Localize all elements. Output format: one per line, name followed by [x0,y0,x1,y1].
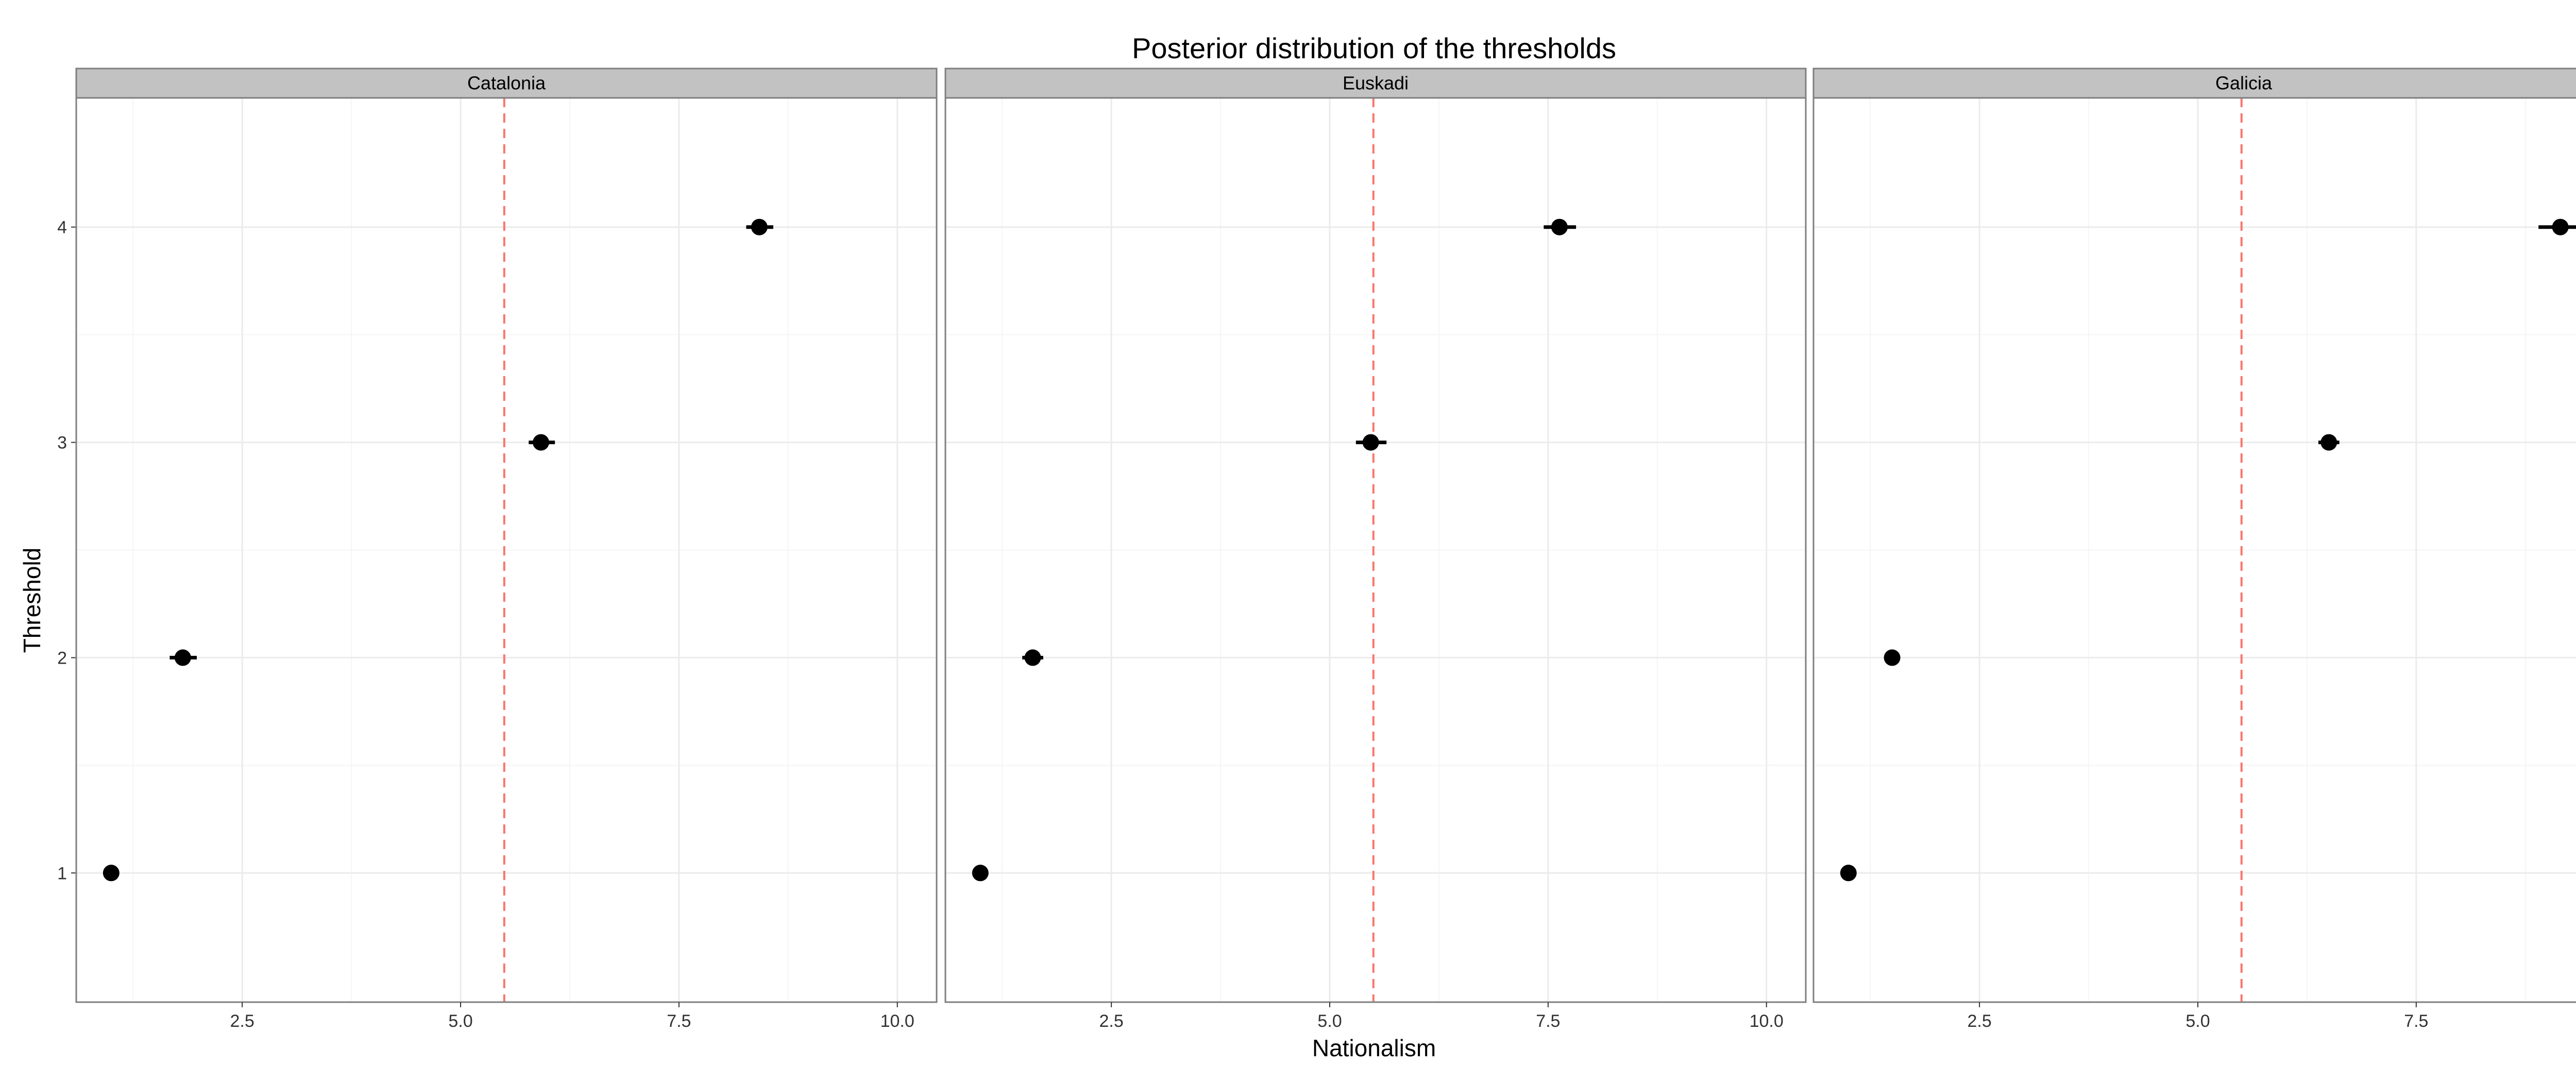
data-point [1551,218,1568,235]
data-point [103,865,120,882]
x-tick-label: 5.0 [2185,1011,2210,1031]
facet-strip [75,67,938,99]
data-point [1840,865,1857,882]
x-tick-label: 7.5 [1536,1011,1560,1031]
y-axis-title: Threshold [19,548,45,653]
data-point [1024,649,1041,666]
x-tick-label: 5.0 [448,1011,472,1031]
x-tick-label: 2.5 [230,1011,254,1031]
data-point [1362,434,1379,451]
facet-panel-catalonia: Catalonia 2.5 5.0 7.5 10.0 [75,67,938,1031]
x-tick-label: 7.5 [667,1011,691,1031]
x-tick-label: 10.0 [1750,1011,1784,1031]
x-axis-title: Nationalism [1312,1035,1436,1061]
y-tick-label: 3 [57,433,67,453]
facet-panel-euskadi: Euskadi 2.5 5.0 7.5 10.0 [944,67,1807,1031]
panels-layer: 1 2 3 4 Catalonia 2.5 5.0 7.5 10.0 Euskadi 2.5 5.0 7… [57,67,2576,1031]
data-point [174,649,191,666]
x-tick-label: 5.0 [1317,1011,1342,1031]
facet-strip [944,67,1807,99]
x-tick-label: 2.5 [1967,1011,1991,1031]
data-point [751,218,768,235]
data-point [2320,434,2337,451]
facet-strip [1812,67,2576,99]
chart-title: Posterior distribution of the thresholds [1132,32,1616,64]
y-tick-label: 2 [57,648,67,668]
facet-strip-label: Galicia [2215,73,2273,94]
y-tick-label: 4 [57,218,67,238]
data-point [972,865,989,882]
y-tick-label: 1 [57,864,67,883]
x-tick-label: 7.5 [2404,1011,2428,1031]
facet-strip-label: Catalonia [467,73,546,94]
data-point [532,434,549,451]
x-tick-label: 10.0 [880,1011,914,1031]
x-tick-label: 2.5 [1099,1011,1123,1031]
data-point [1884,649,1901,666]
facet-strip-label: Euskadi [1343,73,1409,94]
data-point [2552,218,2569,235]
